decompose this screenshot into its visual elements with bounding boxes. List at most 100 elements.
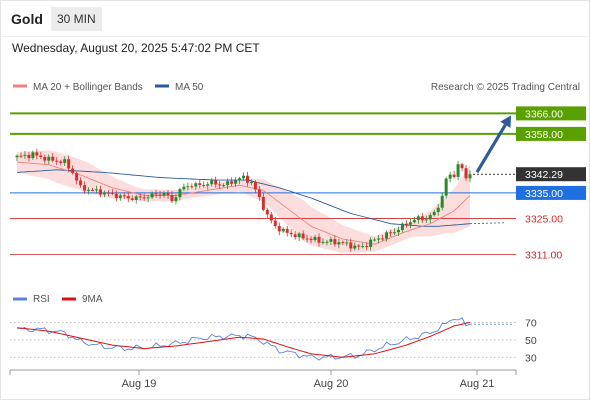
candle bbox=[218, 180, 222, 189]
candle bbox=[273, 216, 277, 229]
candle bbox=[102, 190, 106, 198]
level-label-3358.00: 3358.00 bbox=[516, 126, 586, 141]
candle-body bbox=[202, 185, 206, 187]
legend-ma50-label: MA 50 bbox=[175, 82, 204, 93]
candle-body bbox=[174, 197, 178, 202]
candle-body bbox=[102, 192, 106, 195]
candle bbox=[134, 194, 138, 204]
candle bbox=[385, 230, 389, 242]
candle bbox=[27, 152, 31, 162]
candle bbox=[416, 214, 420, 224]
candle-body bbox=[393, 232, 396, 234]
candle-body bbox=[448, 174, 452, 179]
candle-body bbox=[313, 236, 317, 241]
candle bbox=[404, 220, 408, 228]
candle bbox=[122, 192, 126, 199]
instrument-title: Gold bbox=[11, 11, 43, 27]
candle bbox=[269, 211, 273, 224]
candle-body bbox=[293, 234, 297, 238]
candle bbox=[138, 193, 142, 201]
candle-body bbox=[55, 160, 59, 162]
candle-body bbox=[389, 232, 393, 234]
candle bbox=[110, 188, 114, 196]
candle-body bbox=[122, 195, 126, 197]
candle-body bbox=[337, 242, 341, 245]
candle bbox=[393, 228, 396, 235]
candle-body bbox=[218, 184, 222, 186]
candle bbox=[361, 242, 365, 249]
level-badge bbox=[516, 167, 586, 182]
candle-body bbox=[253, 182, 257, 190]
candle bbox=[353, 242, 357, 251]
candle-body bbox=[51, 156, 55, 161]
candle bbox=[206, 181, 210, 190]
candle-body bbox=[269, 214, 273, 221]
candle bbox=[63, 156, 67, 166]
ma50-line bbox=[16, 169, 471, 227]
x-tick-label: Aug 21 bbox=[460, 378, 495, 390]
candle bbox=[51, 153, 55, 163]
candle-body bbox=[190, 186, 194, 188]
candle-body bbox=[412, 219, 416, 223]
candle-body bbox=[150, 193, 154, 198]
candle-body bbox=[154, 193, 158, 195]
candle-body bbox=[94, 189, 98, 191]
candle bbox=[19, 152, 23, 158]
candle-body bbox=[118, 195, 122, 198]
candle-body bbox=[424, 219, 428, 221]
rsi-level-label: 30 bbox=[525, 352, 537, 364]
candle bbox=[210, 178, 214, 187]
candle bbox=[87, 187, 91, 195]
rsi-ma-line bbox=[16, 322, 471, 358]
candle-body bbox=[142, 197, 146, 199]
candle-body bbox=[277, 226, 281, 232]
candlesticks bbox=[15, 148, 472, 252]
candle bbox=[456, 161, 460, 181]
candle-body bbox=[321, 241, 325, 243]
candle bbox=[285, 226, 289, 237]
legend-ma20-swatch bbox=[13, 84, 27, 88]
timeframe-button[interactable]: 30 MIN bbox=[51, 7, 102, 31]
candle-body bbox=[91, 189, 94, 191]
candle-body bbox=[230, 181, 234, 184]
candle bbox=[142, 193, 146, 201]
level-label-3342.29: 3342.29 bbox=[516, 167, 586, 182]
candle-body bbox=[138, 196, 142, 198]
candle-body bbox=[182, 186, 186, 190]
candle bbox=[369, 237, 373, 251]
level-badge bbox=[516, 185, 586, 200]
candle bbox=[43, 154, 47, 164]
candle-body bbox=[440, 195, 444, 208]
candle-body bbox=[210, 180, 214, 185]
candle bbox=[297, 232, 301, 241]
candle bbox=[365, 242, 369, 251]
candle bbox=[325, 239, 329, 246]
legend-9ma-swatch bbox=[62, 297, 76, 301]
candle-body bbox=[333, 239, 337, 245]
candle-body bbox=[166, 192, 170, 196]
candle-body bbox=[35, 152, 39, 156]
moving-averages bbox=[16, 161, 507, 245]
level-value: 3325.00 bbox=[525, 214, 563, 226]
candle-body bbox=[83, 185, 87, 191]
candle-body bbox=[385, 232, 389, 239]
candle-body bbox=[158, 194, 162, 196]
candle-body bbox=[444, 178, 448, 196]
candle bbox=[166, 190, 170, 199]
candle bbox=[59, 159, 63, 166]
candle bbox=[214, 176, 218, 188]
candle bbox=[238, 176, 242, 185]
candle-body bbox=[234, 180, 238, 184]
candle-body bbox=[59, 161, 63, 163]
candle bbox=[39, 151, 43, 160]
candle-body bbox=[27, 154, 31, 159]
candle bbox=[158, 190, 162, 199]
forecast-arrow bbox=[475, 115, 511, 174]
x-tick-label: Aug 19 bbox=[122, 378, 157, 390]
level-badge bbox=[516, 106, 586, 121]
candle bbox=[281, 227, 285, 233]
candle-body bbox=[265, 209, 269, 215]
legend-rsi-swatch bbox=[13, 297, 27, 301]
candle-body bbox=[297, 233, 301, 238]
level-value: 3366.00 bbox=[525, 108, 563, 120]
